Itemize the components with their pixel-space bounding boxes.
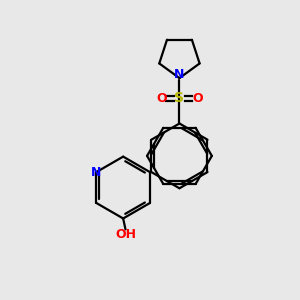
Text: N: N — [174, 68, 184, 81]
Text: O: O — [192, 92, 203, 105]
Text: S: S — [174, 92, 184, 106]
Text: OH: OH — [115, 228, 136, 241]
Text: N: N — [91, 166, 102, 178]
Text: O: O — [156, 92, 166, 105]
